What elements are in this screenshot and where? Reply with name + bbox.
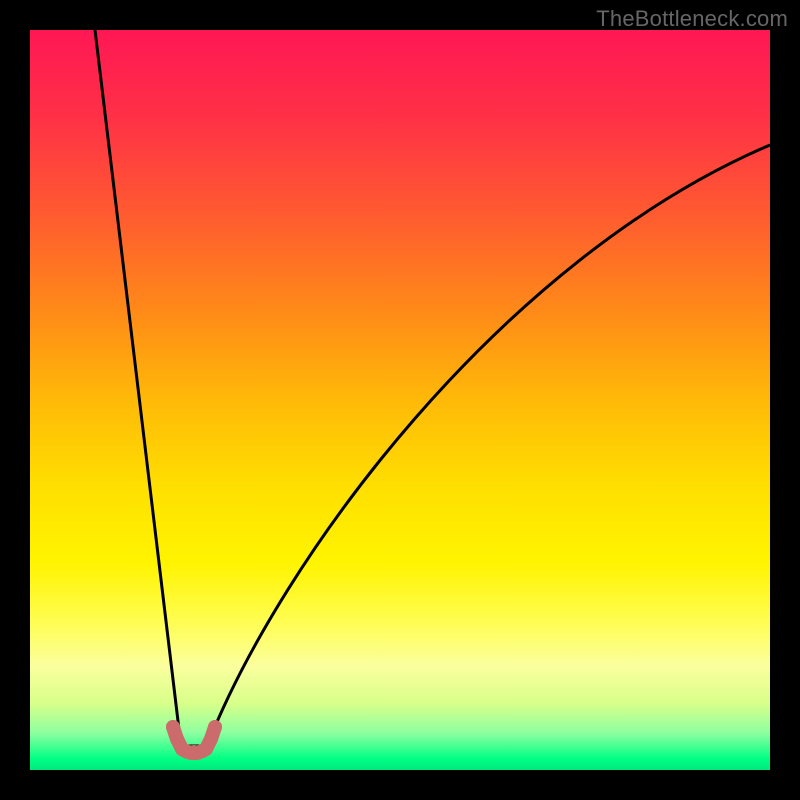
trough-dot xyxy=(175,742,189,756)
bottleneck-chart xyxy=(0,0,800,800)
gradient-background xyxy=(30,30,770,770)
trough-dot xyxy=(208,720,222,734)
trough-dot xyxy=(204,732,218,746)
trough-dot xyxy=(187,745,201,759)
trough-dot xyxy=(166,720,180,734)
chart-frame xyxy=(0,0,800,800)
watermark-text: TheBottleneck.com xyxy=(596,6,788,32)
